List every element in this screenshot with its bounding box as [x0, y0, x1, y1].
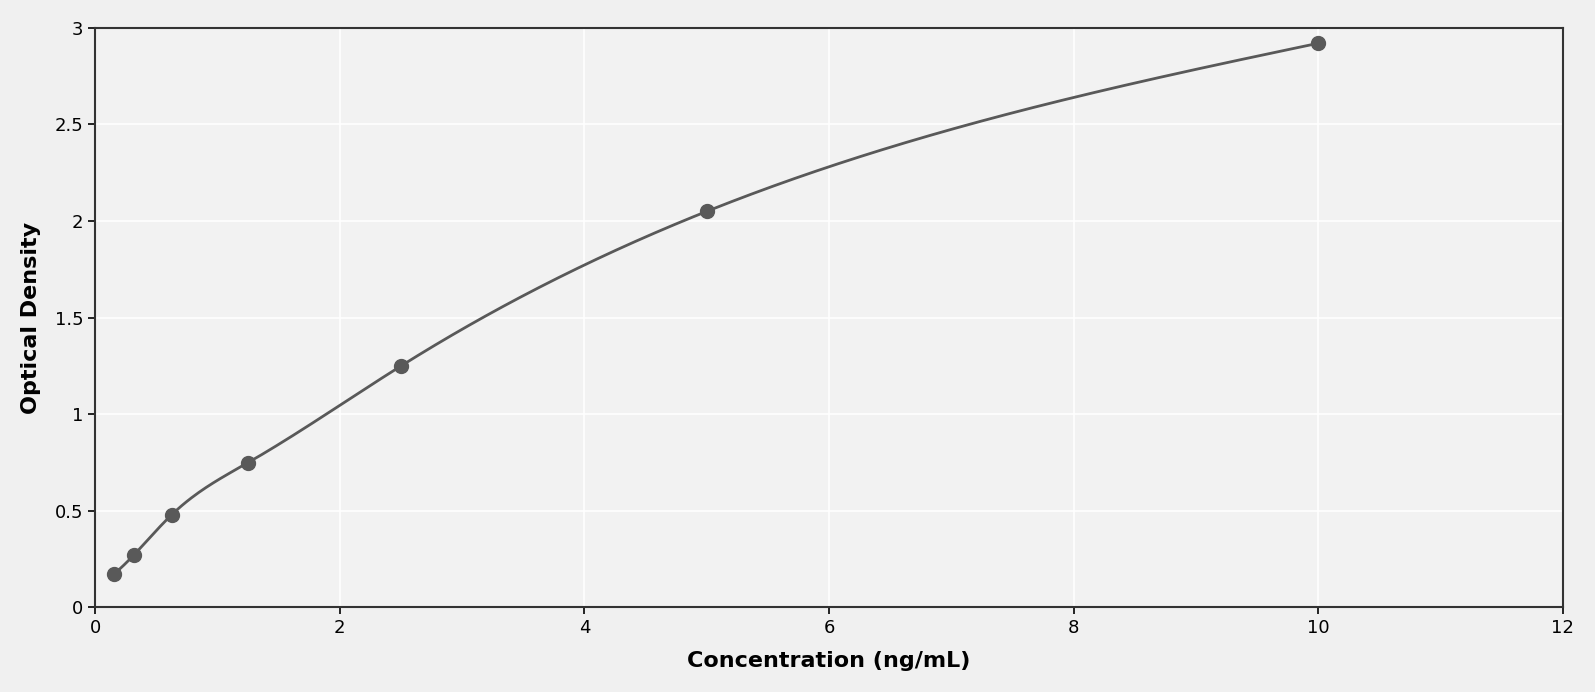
Point: [121, 549, 147, 561]
Point: [694, 206, 719, 217]
Point: [388, 361, 413, 372]
Point: [160, 509, 185, 520]
Point: [236, 457, 262, 468]
Point: [102, 568, 128, 579]
Y-axis label: Optical Density: Optical Density: [21, 221, 41, 414]
X-axis label: Concentration (ng/mL): Concentration (ng/mL): [687, 651, 971, 671]
Point: [1305, 38, 1330, 49]
